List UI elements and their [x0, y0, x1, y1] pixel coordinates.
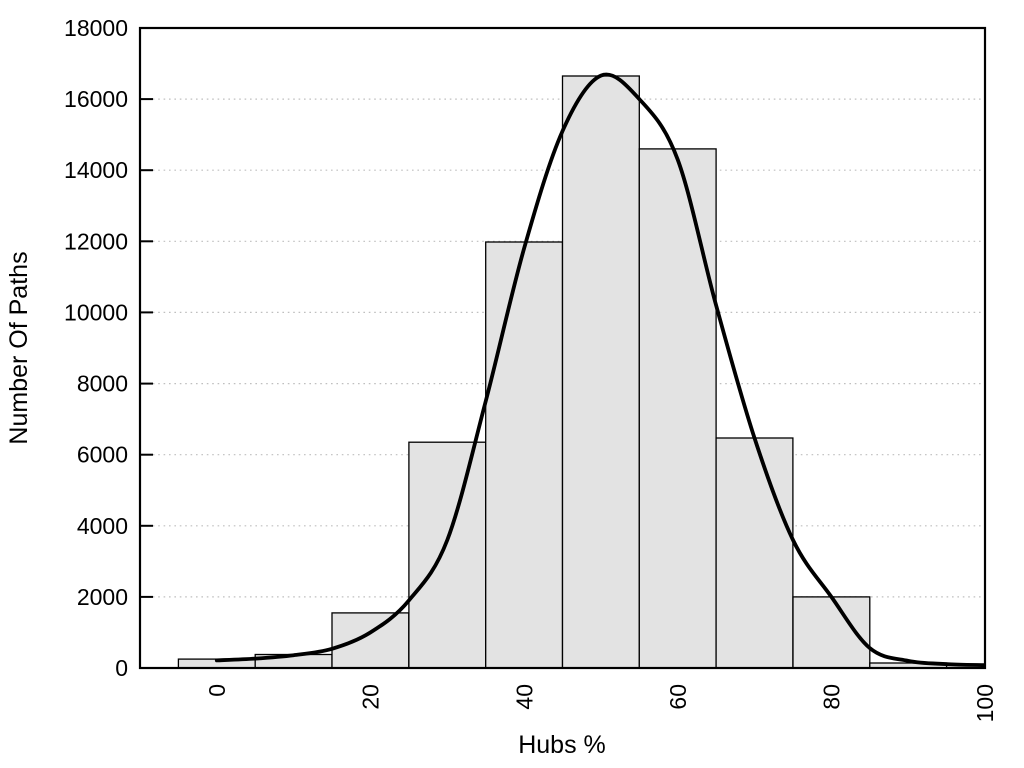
x-tick-label-40: 40	[511, 684, 537, 710]
y-tick-label-8000: 8000	[77, 371, 128, 397]
fit-curve	[214, 72, 985, 668]
y-axis-label: Number Of Paths	[5, 251, 33, 444]
fit-curve-layer	[214, 72, 985, 668]
x-tick-label-20: 20	[358, 684, 384, 710]
x-axis-label: Hubs %	[518, 731, 606, 759]
y-tick-label-14000: 14000	[64, 157, 128, 183]
histogram-bar-20	[331, 612, 410, 668]
y-tick-label-18000: 18000	[64, 15, 128, 41]
y-tick-label-4000: 4000	[77, 513, 128, 539]
plot-border	[138, 26, 987, 670]
histogram-bars	[177, 75, 985, 668]
y-tick-label-6000: 6000	[77, 442, 128, 468]
x-tick-label-60: 60	[665, 684, 691, 710]
histogram-bar-60	[638, 148, 717, 668]
y-tick-label-2000: 2000	[77, 584, 128, 610]
x-tick-label-80: 80	[819, 684, 845, 710]
y-tick-label-16000: 16000	[64, 86, 128, 112]
y-tick-label-10000: 10000	[64, 299, 128, 325]
x-tick-label-0: 0	[204, 684, 230, 697]
histogram-bar-30	[408, 441, 487, 668]
histogram-bar-70	[715, 437, 794, 668]
y-tick-label-12000: 12000	[64, 228, 128, 254]
histogram-bar-50	[561, 75, 640, 668]
histogram-bar-40	[485, 241, 564, 668]
tick-layer	[141, 27, 153, 669]
tick-label-layer: 0 2000 4000 6000 8000 10000 12000 14000 16000 180…	[64, 15, 998, 722]
x-tick-label-100: 100	[972, 684, 998, 722]
y-tick-label-0: 0	[115, 655, 128, 681]
